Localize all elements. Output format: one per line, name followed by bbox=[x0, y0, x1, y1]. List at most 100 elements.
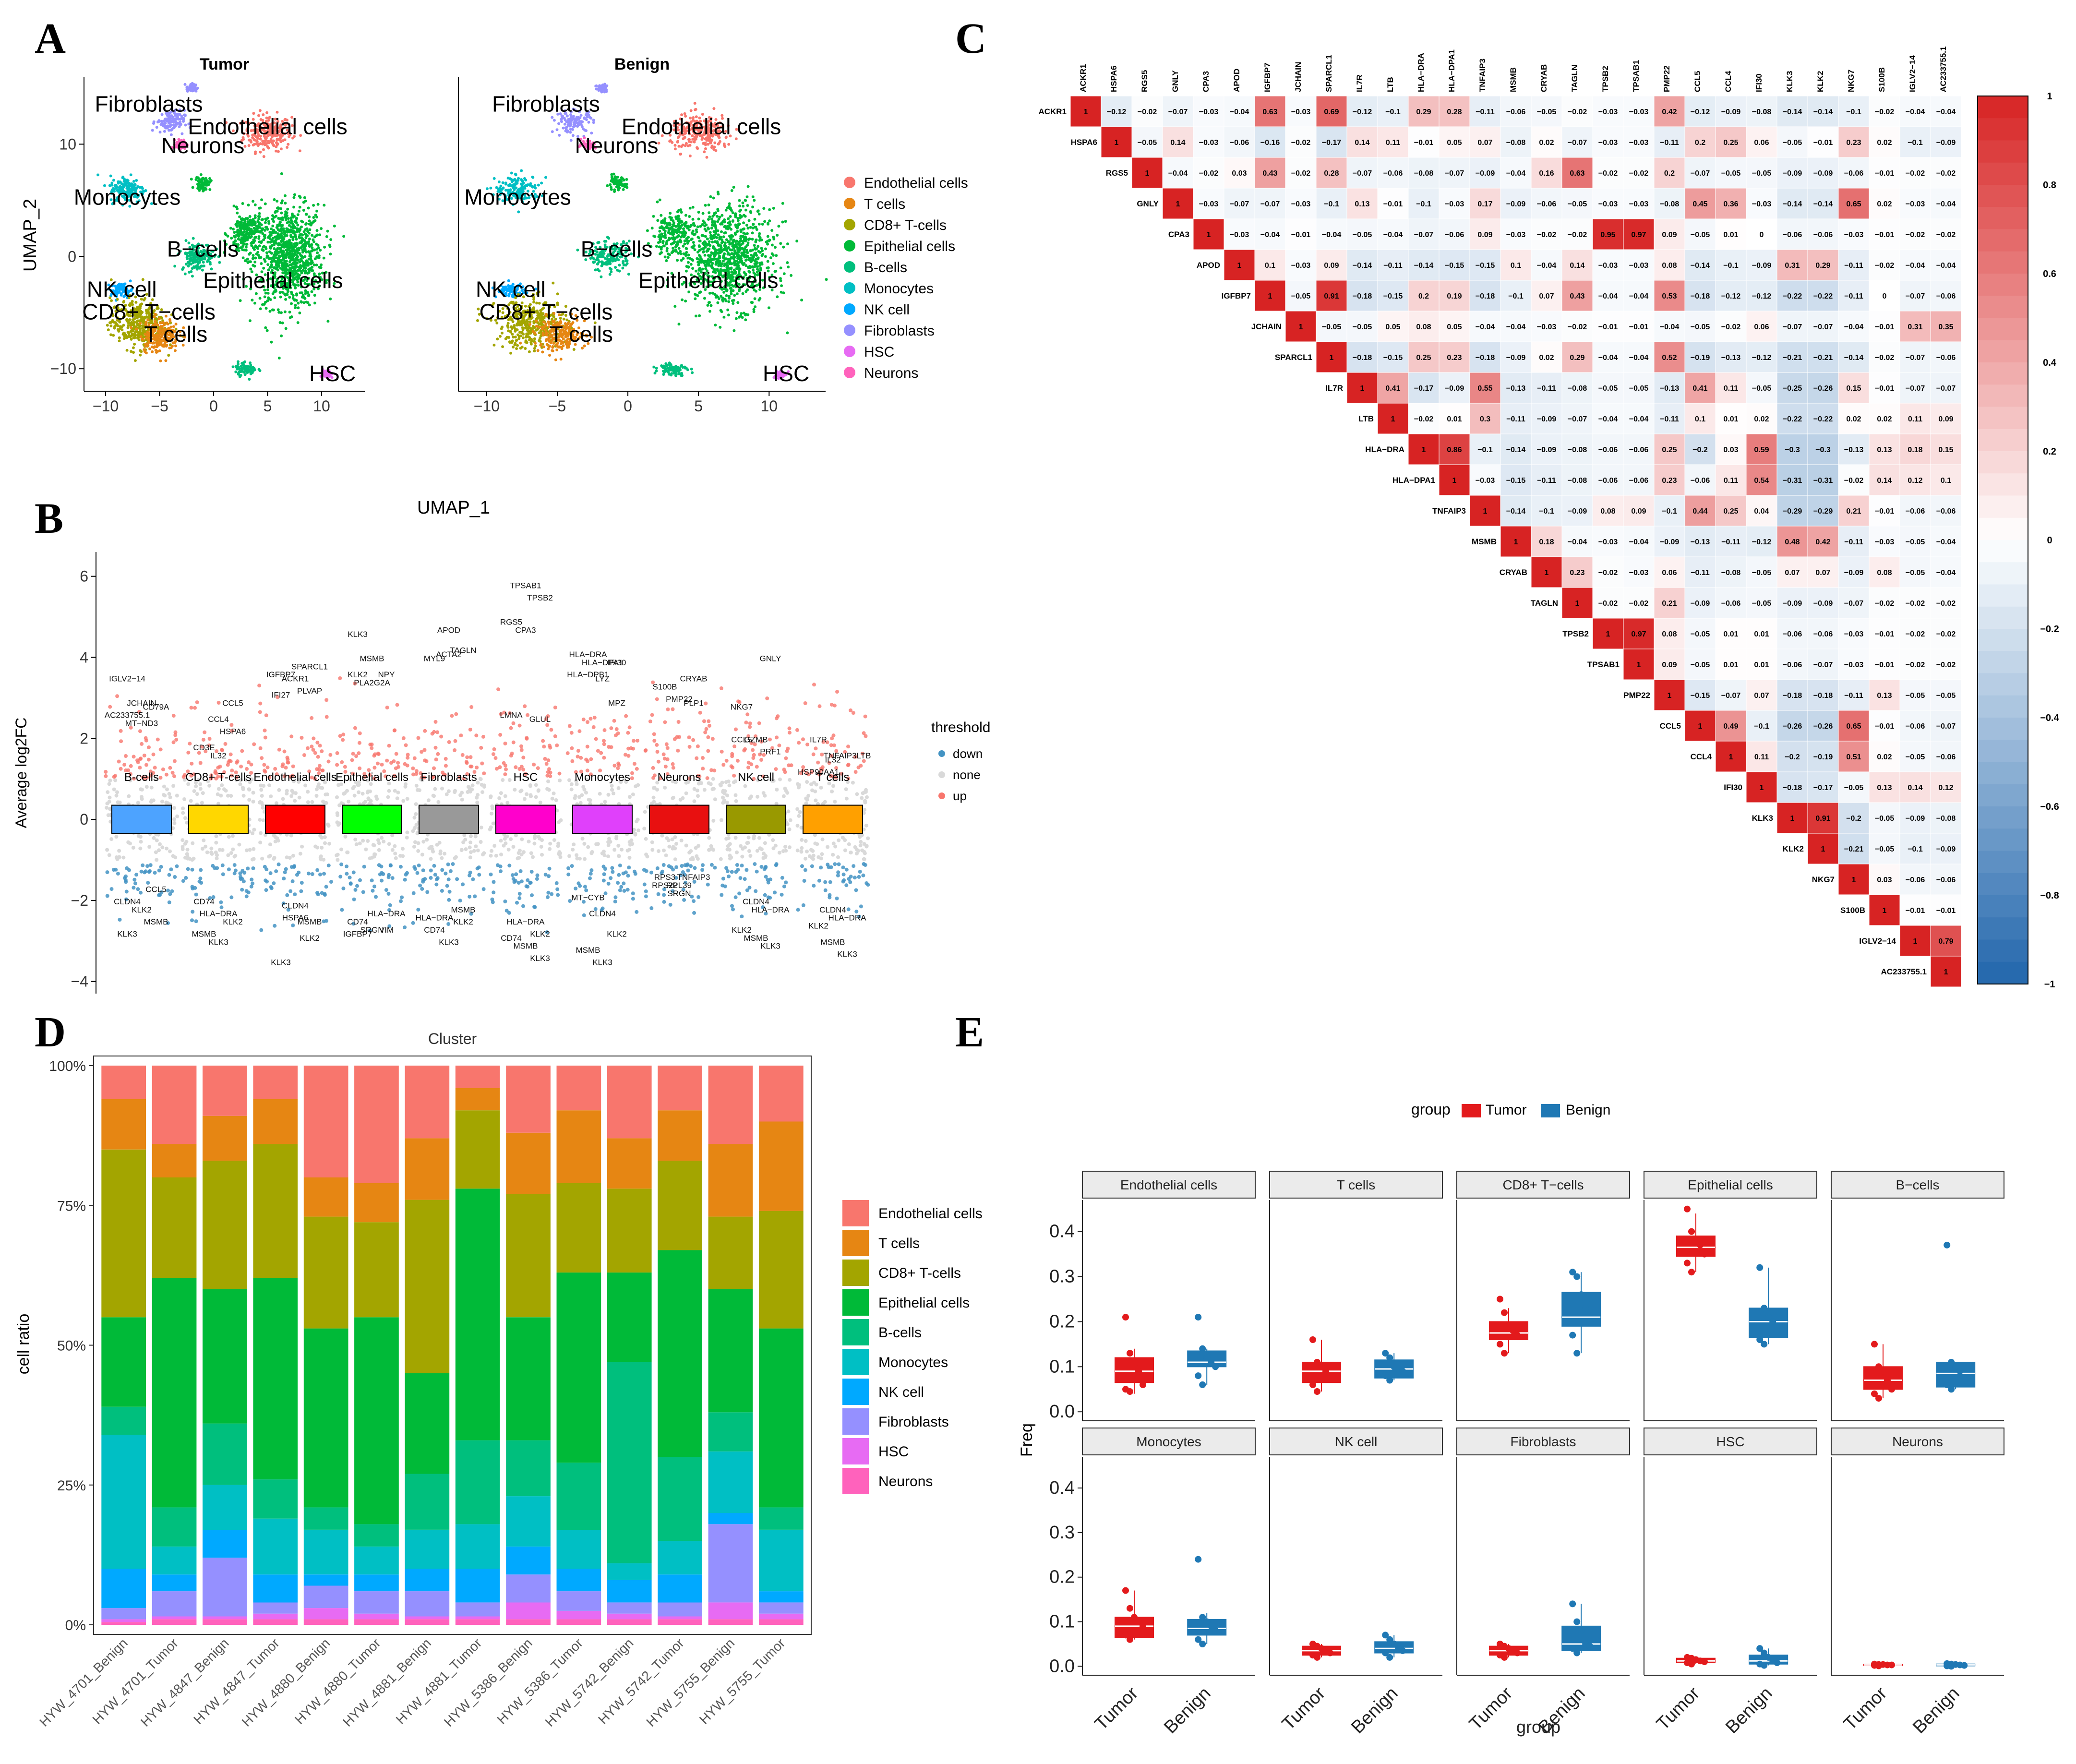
umap-point-epithelial-cells bbox=[304, 233, 307, 236]
umap-point-epithelial-cells bbox=[250, 223, 252, 226]
umap-point-epithelial-cells bbox=[282, 263, 285, 266]
umap-point-epithelial-cells bbox=[739, 246, 742, 249]
umap-point-epithelial-cells bbox=[326, 230, 329, 233]
umap-point-epithelial-cells bbox=[290, 302, 293, 305]
umap-point-epithelial-cells bbox=[727, 300, 730, 303]
umap-point-epithelial-cells bbox=[624, 185, 626, 188]
umap-point-cd8-t-cells bbox=[129, 330, 132, 333]
umap-point-epithelial-cells bbox=[292, 206, 295, 209]
umap-point-epithelial-cells bbox=[278, 254, 281, 257]
umap-point-epithelial-cells bbox=[264, 326, 267, 329]
umap-point-epithelial-cells bbox=[274, 236, 277, 239]
umap-point-epithelial-cells bbox=[317, 244, 320, 247]
umap-point-epithelial-cells bbox=[673, 305, 676, 308]
umap-point-epithelial-cells bbox=[730, 292, 733, 295]
umap-point-epithelial-cells bbox=[268, 231, 271, 234]
umap-x-tick-label: −10 bbox=[93, 397, 119, 415]
umap-point-epithelial-cells bbox=[267, 296, 270, 299]
umap-point-b-cells bbox=[596, 268, 599, 271]
umap-point-epithelial-cells bbox=[286, 221, 289, 224]
umap-point-epithelial-cells bbox=[254, 204, 257, 206]
umap-point-epithelial-cells bbox=[329, 252, 332, 255]
umap-point-fibroblasts bbox=[151, 129, 154, 132]
umap-point-epithelial-cells bbox=[711, 240, 714, 243]
umap-point-epithelial-cells bbox=[298, 234, 301, 237]
umap-point-epithelial-cells bbox=[725, 300, 728, 302]
umap-point-epithelial-cells bbox=[208, 188, 211, 191]
umap-point-epithelial-cells bbox=[302, 201, 305, 204]
umap-point-epithelial-cells bbox=[760, 247, 763, 250]
umap-point-epithelial-cells bbox=[313, 264, 316, 266]
umap-point-monocytes bbox=[544, 176, 547, 179]
umap-point-epithelial-cells bbox=[783, 272, 786, 275]
umap-point-epithelial-cells bbox=[728, 202, 731, 205]
umap-point-epithelial-cells bbox=[254, 257, 257, 260]
umap-point-epithelial-cells bbox=[743, 251, 745, 253]
umap-point-epithelial-cells bbox=[676, 210, 679, 213]
umap-point-epithelial-cells bbox=[710, 227, 713, 229]
umap-point-b-cells bbox=[609, 267, 612, 270]
umap-point-epithelial-cells bbox=[695, 314, 697, 317]
umap-point-epithelial-cells bbox=[251, 299, 253, 301]
umap-point-epithelial-cells bbox=[277, 308, 280, 311]
umap-point-epithelial-cells bbox=[742, 202, 744, 204]
umap-point-epithelial-cells bbox=[737, 219, 740, 222]
umap-point-epithelial-cells bbox=[301, 233, 304, 236]
umap-point-epithelial-cells bbox=[279, 217, 282, 220]
umap-point-epithelial-cells bbox=[282, 251, 285, 253]
umap-point-epithelial-cells bbox=[266, 300, 269, 302]
umap-point-epithelial-cells bbox=[711, 221, 714, 224]
umap-point-epithelial-cells bbox=[757, 209, 760, 212]
umap-point-epithelial-cells bbox=[740, 260, 743, 263]
umap-point-epithelial-cells bbox=[771, 252, 774, 255]
umap-point-epithelial-cells bbox=[772, 236, 775, 239]
umap-point-epithelial-cells bbox=[702, 251, 705, 253]
umap-point-epithelial-cells bbox=[284, 294, 287, 297]
umap-point-epithelial-cells bbox=[722, 260, 725, 263]
umap-point-epithelial-cells bbox=[295, 238, 298, 240]
umap-point-epithelial-cells bbox=[201, 178, 204, 180]
umap-point-epithelial-cells bbox=[710, 238, 713, 240]
umap-point-epithelial-cells bbox=[316, 252, 319, 254]
umap-point-epithelial-cells bbox=[679, 250, 682, 253]
umap-point-endothelial-cells bbox=[689, 155, 692, 157]
umap-point-b-cells bbox=[173, 265, 176, 268]
umap-point-epithelial-cells bbox=[680, 231, 683, 234]
umap-point-endothelial-cells bbox=[713, 146, 716, 149]
umap-point-b-cells bbox=[604, 261, 607, 264]
umap-point-b-cells bbox=[609, 273, 612, 276]
umap-point-epithelial-cells bbox=[699, 259, 702, 262]
umap-point-epithelial-cells bbox=[284, 194, 287, 197]
umap-point-epithelial-cells bbox=[701, 247, 704, 250]
umap-point-epithelial-cells bbox=[625, 183, 628, 186]
umap-point-epithelial-cells bbox=[751, 205, 754, 208]
umap-point-cd8-t-cells bbox=[117, 328, 120, 331]
umap-point-epithelial-cells bbox=[753, 199, 756, 202]
umap-point-epithelial-cells bbox=[685, 237, 688, 240]
umap-point-epithelial-cells bbox=[316, 229, 319, 232]
umap-point-epithelial-cells bbox=[770, 229, 773, 232]
umap-point-epithelial-cells bbox=[712, 197, 715, 200]
umap-point-cd8-t-cells bbox=[525, 336, 528, 338]
umap-point-epithelial-cells bbox=[284, 210, 287, 213]
umap-point-b-cells bbox=[184, 273, 187, 276]
umap-point-epithelial-cells bbox=[325, 235, 328, 238]
umap-point-t-cells bbox=[141, 338, 144, 341]
umap-point-epithelial-cells bbox=[266, 241, 269, 244]
umap-point-epithelial-cells bbox=[754, 297, 756, 300]
umap-point-cd8-t-cells bbox=[130, 350, 132, 353]
umap-point-epithelial-cells bbox=[260, 198, 263, 201]
umap-point-epithelial-cells bbox=[714, 324, 717, 326]
umap-point-epithelial-cells bbox=[300, 236, 303, 239]
umap-point-endothelial-cells bbox=[704, 147, 707, 150]
umap-point-cd8-t-cells bbox=[127, 324, 130, 327]
umap-point-epithelial-cells bbox=[273, 243, 276, 246]
umap-point-epithelial-cells bbox=[301, 264, 304, 267]
umap-point-epithelial-cells bbox=[676, 235, 679, 238]
umap-point-endothelial-cells bbox=[708, 140, 711, 143]
umap-point-epithelial-cells bbox=[289, 264, 292, 266]
umap-point-epithelial-cells bbox=[275, 215, 277, 217]
umap-point-epithelial-cells bbox=[625, 178, 628, 181]
umap-point-epithelial-cells bbox=[252, 254, 255, 257]
umap-point-epithelial-cells bbox=[732, 255, 735, 258]
